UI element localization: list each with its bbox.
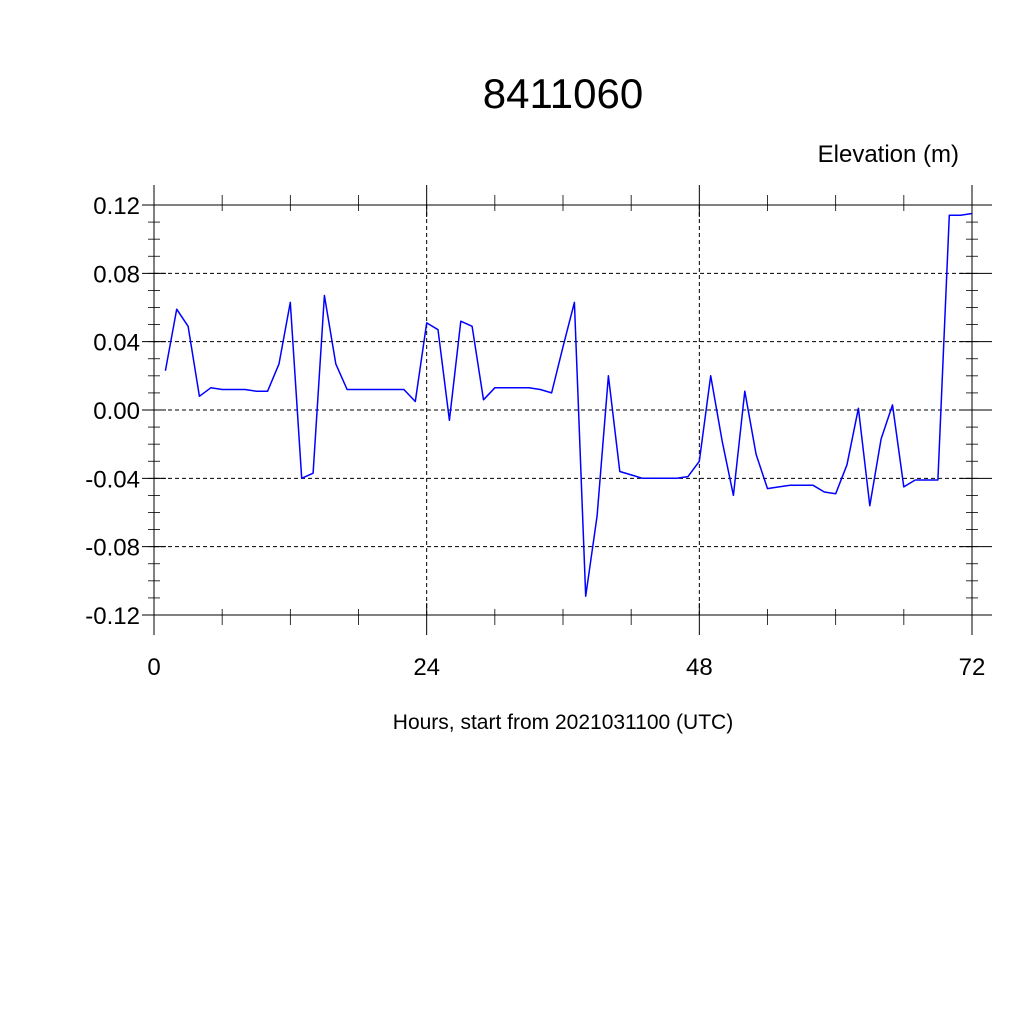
- x-axis-title: Hours, start from 2021031100 (UTC): [393, 711, 733, 734]
- elevation-series-line: [164, 212, 973, 597]
- tick-labels: 0.12 0.08 0.04 0.00 -0.04 -0.08 -0.12 0 24 48 72: [85, 193, 985, 681]
- y-axis-unit-label: Elevation (m): [818, 141, 959, 168]
- y-tick-label: 0.00: [93, 398, 140, 425]
- y-tick-label: -0.08: [85, 535, 140, 562]
- x-tick-label: 24: [413, 654, 440, 681]
- y-tick-label: 0.12: [93, 193, 140, 220]
- y-tick-label: 0.04: [93, 330, 140, 357]
- chart-title: 8411060: [483, 70, 643, 117]
- y-tick-label: -0.12: [85, 603, 140, 630]
- x-tick-label: 72: [959, 654, 986, 681]
- y-tick-label: -0.04: [85, 466, 140, 493]
- plot-frame: [153, 204, 973, 616]
- series-layer: [164, 212, 973, 597]
- x-tick-label: 0: [147, 654, 160, 681]
- x-tick-label: 48: [686, 654, 713, 681]
- y-tick-label: 0.08: [93, 261, 140, 288]
